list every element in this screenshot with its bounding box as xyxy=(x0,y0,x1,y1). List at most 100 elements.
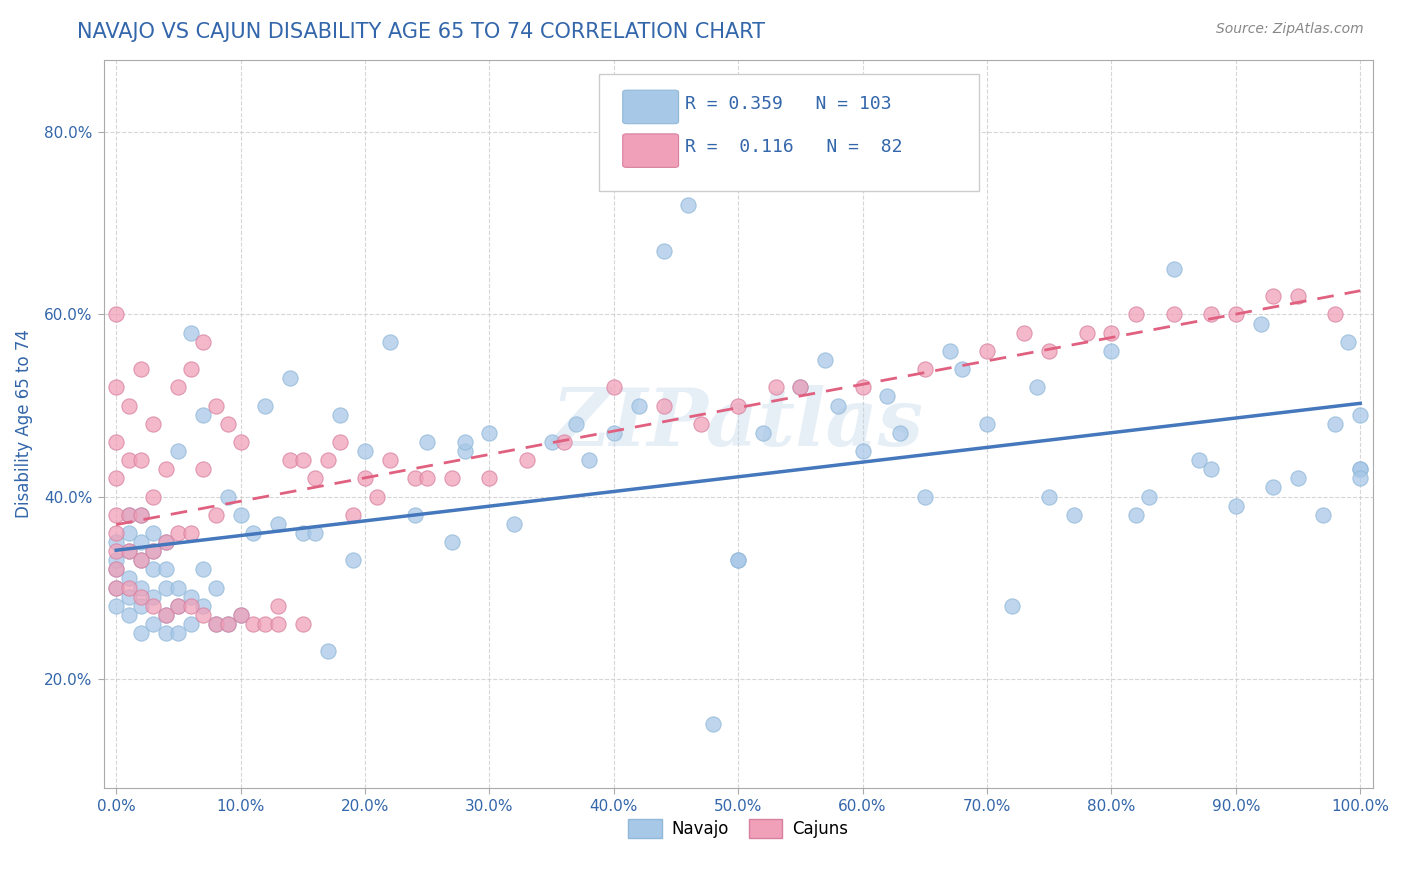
Point xyxy=(304,525,326,540)
Point xyxy=(129,553,152,567)
Point xyxy=(1286,289,1309,303)
Point xyxy=(142,590,165,604)
Point xyxy=(765,380,787,394)
Point xyxy=(727,553,749,567)
Point xyxy=(378,334,401,349)
Point xyxy=(291,453,314,467)
Text: R =  0.116   N =  82: R = 0.116 N = 82 xyxy=(685,138,903,156)
Point xyxy=(1001,599,1024,613)
Point xyxy=(453,444,475,458)
Point xyxy=(254,617,277,632)
Point xyxy=(354,444,377,458)
Y-axis label: Disability Age 65 to 74: Disability Age 65 to 74 xyxy=(15,329,32,518)
Point xyxy=(155,626,177,640)
Point xyxy=(1125,508,1147,522)
Point xyxy=(1063,508,1085,522)
Point xyxy=(193,408,215,422)
Point xyxy=(1225,308,1247,322)
Point xyxy=(204,617,226,632)
Point xyxy=(229,508,252,522)
Point xyxy=(553,434,575,449)
Point xyxy=(1324,417,1347,431)
Point xyxy=(204,399,226,413)
Point xyxy=(254,399,277,413)
Point xyxy=(129,508,152,522)
Point xyxy=(1286,471,1309,485)
Point xyxy=(1337,334,1360,349)
Point xyxy=(242,617,264,632)
Point xyxy=(155,607,177,622)
Point xyxy=(193,462,215,476)
Point xyxy=(976,343,998,358)
Point xyxy=(329,408,352,422)
Point xyxy=(976,417,998,431)
Point xyxy=(105,471,128,485)
Point xyxy=(404,508,426,522)
Point xyxy=(1225,499,1247,513)
Point xyxy=(155,562,177,576)
Point xyxy=(105,525,128,540)
Point xyxy=(217,490,239,504)
Point xyxy=(1348,471,1371,485)
Point xyxy=(180,590,202,604)
Point xyxy=(789,380,811,394)
Point xyxy=(267,516,290,531)
Point xyxy=(1199,308,1222,322)
Point xyxy=(142,544,165,558)
Point xyxy=(105,562,128,576)
Point xyxy=(217,417,239,431)
Point xyxy=(1348,462,1371,476)
Point xyxy=(876,389,898,403)
Point xyxy=(142,599,165,613)
Point xyxy=(105,581,128,595)
Point xyxy=(1038,490,1060,504)
Point xyxy=(105,535,128,549)
Point xyxy=(1263,289,1285,303)
Point xyxy=(578,453,600,467)
Point xyxy=(155,581,177,595)
Point xyxy=(129,535,152,549)
Legend: Navajo, Cajuns: Navajo, Cajuns xyxy=(621,813,855,845)
Point xyxy=(142,490,165,504)
Point xyxy=(129,553,152,567)
Point xyxy=(142,417,165,431)
Point xyxy=(193,607,215,622)
Point xyxy=(727,553,749,567)
Point xyxy=(814,353,837,368)
Point xyxy=(950,362,973,376)
Point xyxy=(441,535,464,549)
Point xyxy=(1099,326,1122,340)
Point xyxy=(914,490,936,504)
Point xyxy=(229,607,252,622)
Point xyxy=(503,516,526,531)
Point xyxy=(142,525,165,540)
Point xyxy=(416,471,439,485)
Point xyxy=(1099,343,1122,358)
Text: ZIPatlas: ZIPatlas xyxy=(553,385,924,462)
Point xyxy=(316,644,339,658)
Point xyxy=(889,425,911,440)
Point xyxy=(129,626,152,640)
Point xyxy=(453,434,475,449)
Point xyxy=(129,581,152,595)
Point xyxy=(204,581,226,595)
Point xyxy=(155,607,177,622)
Point xyxy=(129,453,152,467)
Point xyxy=(229,434,252,449)
Point xyxy=(378,453,401,467)
Text: NAVAJO VS CAJUN DISABILITY AGE 65 TO 74 CORRELATION CHART: NAVAJO VS CAJUN DISABILITY AGE 65 TO 74 … xyxy=(77,22,765,42)
Point xyxy=(155,535,177,549)
Point xyxy=(229,607,252,622)
Point xyxy=(217,617,239,632)
Point xyxy=(193,334,215,349)
Point xyxy=(342,553,364,567)
Point xyxy=(142,562,165,576)
Point xyxy=(167,626,190,640)
Point xyxy=(1348,462,1371,476)
Point xyxy=(789,380,811,394)
Point xyxy=(278,453,301,467)
Point xyxy=(129,599,152,613)
Point xyxy=(129,508,152,522)
Point xyxy=(155,462,177,476)
Point xyxy=(603,380,626,394)
